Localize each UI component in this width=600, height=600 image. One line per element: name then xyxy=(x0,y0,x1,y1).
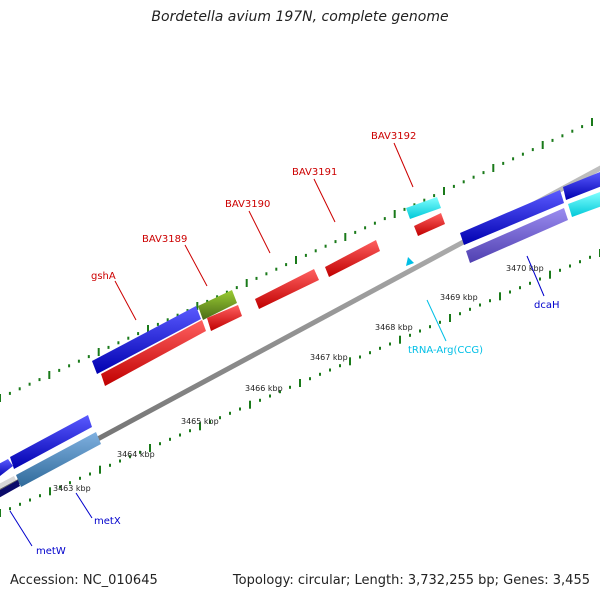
trna-arg-marker xyxy=(406,257,414,266)
gene-label-bav3189: BAV3189 xyxy=(142,234,187,245)
gene-label-dcah: dcaH xyxy=(534,300,560,311)
tick-label-3467: 3467 kbp xyxy=(310,353,348,362)
connector-dcah xyxy=(526,255,545,297)
gene-forward-block-3 xyxy=(460,190,564,245)
gene-bav3192-cyan xyxy=(406,197,441,219)
gene-green xyxy=(198,290,237,320)
connector-bav3189 xyxy=(184,244,208,287)
gene-bav3191-a xyxy=(255,269,319,309)
connector-metw xyxy=(9,510,33,547)
gene-bav3190 xyxy=(207,305,242,331)
gene-bav3192-red xyxy=(414,213,445,236)
connector-bav3191 xyxy=(313,178,336,223)
connector-gsha xyxy=(114,280,137,321)
gene-label-bav3190: BAV3190 xyxy=(225,199,270,210)
gene-cyan-right xyxy=(568,192,600,217)
accession-text: Accession: NC_010645 xyxy=(10,573,158,588)
tick-label-3463: 3463 kbp xyxy=(53,484,91,493)
tick-label-3464: 3464 kbp xyxy=(117,450,155,459)
gene-bav3191-b xyxy=(325,240,380,277)
inner-tick-track xyxy=(0,249,600,517)
tick-label-3465: 3465 kbp xyxy=(181,417,219,426)
gene-slate-block xyxy=(466,208,568,263)
tick-label-3469: 3469 kbp xyxy=(440,293,478,302)
connector-bav3190 xyxy=(248,210,271,254)
tick-label-3466: 3466 kbp xyxy=(245,384,283,393)
kbp-tick-labels: 3463 kbp 3464 kbp 3465 kbp 3466 kbp 3467… xyxy=(53,264,544,493)
gene-gsha xyxy=(92,306,201,374)
gene-steel-block xyxy=(16,432,101,487)
connector-bav3192 xyxy=(393,142,414,188)
gene-label-metw: metW xyxy=(36,546,66,557)
gene-labels: metW metX gshA BAV3189 BAV3190 BAV3191 B… xyxy=(36,131,560,557)
gene-label-trna-arg: tRNA-Arg(CCG) xyxy=(408,345,483,356)
gene-metw-block xyxy=(0,480,20,498)
gene-white-block xyxy=(0,476,16,489)
gene-label-metx: metX xyxy=(94,516,121,527)
connector-metx xyxy=(75,492,93,519)
map-title: Bordetella avium 197N, complete genome xyxy=(151,9,449,25)
tick-label-3470: 3470 kbp xyxy=(506,264,544,273)
gene-forward-block-4 xyxy=(563,172,600,200)
gene-forward-block-1 xyxy=(0,459,13,476)
gene-label-bav3191: BAV3191 xyxy=(292,167,337,178)
genome-stats-text: Topology: circular; Length: 3,732,255 bp… xyxy=(232,573,590,588)
gene-forward-block-2 xyxy=(10,415,92,469)
connector-trna xyxy=(426,299,447,342)
tick-label-3468: 3468 kbp xyxy=(375,323,413,332)
gene-features xyxy=(0,172,600,498)
gene-label-gsha: gshA xyxy=(91,271,116,282)
gene-bav3189 xyxy=(101,320,206,386)
gene-label-bav3192: BAV3192 xyxy=(371,131,416,142)
label-connectors xyxy=(9,142,545,547)
outer-tick-track xyxy=(0,118,593,402)
